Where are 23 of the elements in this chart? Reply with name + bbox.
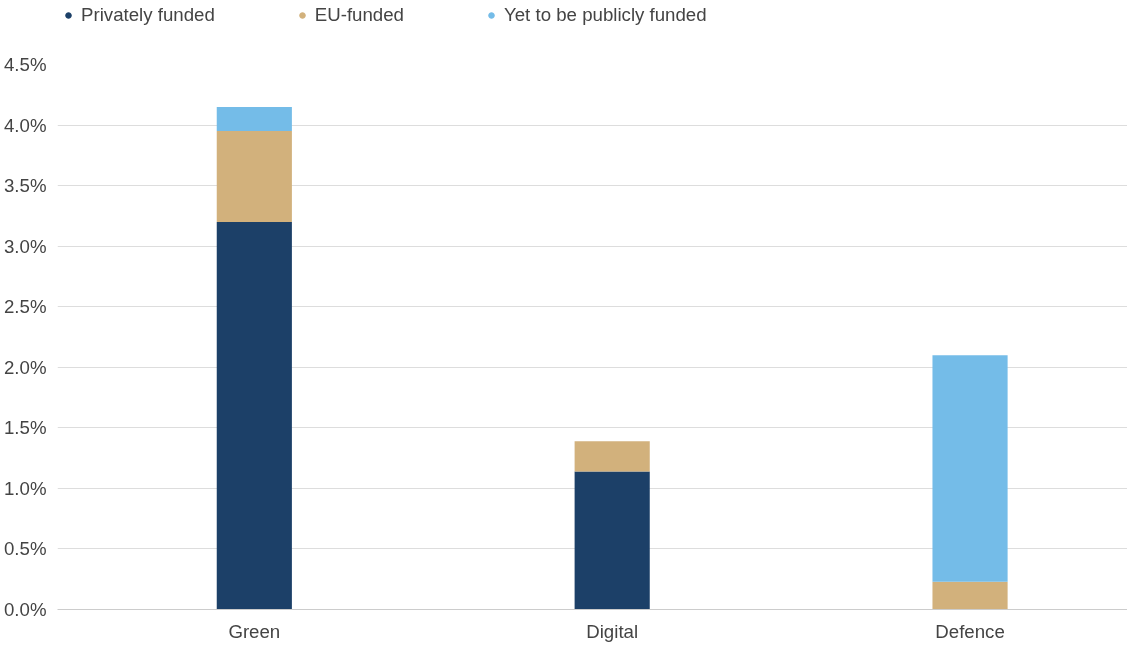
- bar: [216, 106, 292, 132]
- y-tick-label: 2.0%: [3, 356, 47, 378]
- y-tick-label: 3.0%: [3, 235, 47, 257]
- y-tick-label: 3.5%: [3, 175, 47, 197]
- y-tick-label: 1.0%: [3, 477, 47, 499]
- x-tick-label: Defence: [935, 620, 1005, 642]
- y-tick-label: 4.0%: [3, 114, 47, 136]
- y-tick-label: 0.5%: [3, 538, 47, 560]
- y-tick-label: 0.0%: [3, 599, 47, 620]
- x-tick-label: Green: [228, 620, 281, 642]
- x-tick-label: Digital: [586, 620, 639, 642]
- legend-label: EU-funded: [314, 4, 404, 26]
- y-tick-label: 1.5%: [3, 417, 47, 439]
- legend-label: Yet to be publicly funded: [504, 4, 707, 26]
- bar: [216, 131, 292, 222]
- y-tick-label: 2.5%: [3, 296, 47, 318]
- bar: [574, 471, 650, 610]
- bar: [932, 581, 1008, 610]
- bar: [574, 441, 650, 472]
- legend-label: Privately funded: [81, 4, 215, 26]
- bar: [216, 221, 292, 610]
- bar: [932, 355, 1008, 582]
- y-tick-label: 4.5%: [3, 54, 47, 75]
